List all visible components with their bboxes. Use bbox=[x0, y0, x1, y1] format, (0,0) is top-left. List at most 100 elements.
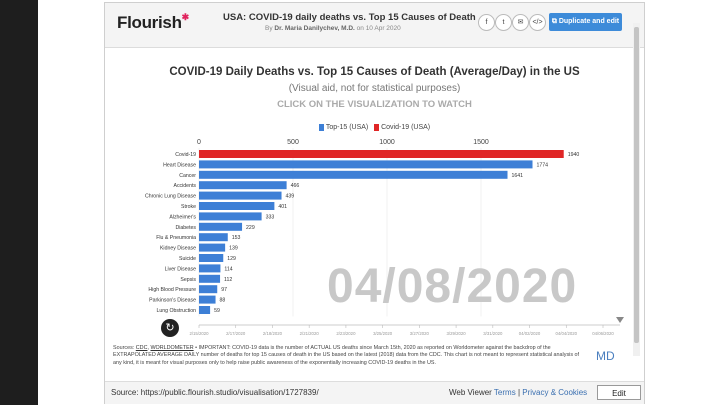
timeline-label: 2/17/2020 bbox=[226, 331, 246, 336]
footer-links: Web Viewer Terms | Privacy & Cookies bbox=[449, 388, 588, 397]
duplicate-and-edit-button[interactable]: ⧉ Duplicate and edit bbox=[549, 13, 622, 31]
legend-item-covid[interactable]: Covid-19 (USA) bbox=[374, 124, 430, 131]
value-label: 1641 bbox=[512, 173, 524, 179]
value-label: 114 bbox=[224, 266, 232, 272]
timeline-label: 04/04/2020 bbox=[556, 331, 578, 336]
category-label: Sepsis bbox=[180, 277, 196, 283]
replay-icon[interactable]: ↻ bbox=[161, 319, 179, 337]
timeline-label: 3/25/2020 bbox=[373, 331, 393, 336]
value-label: 97 bbox=[221, 287, 227, 293]
bar-diabetes bbox=[199, 222, 243, 231]
legend-item-top15[interactable]: Top-15 (USA) bbox=[318, 124, 368, 131]
timeline-handle-icon[interactable] bbox=[616, 317, 624, 323]
x-tick-label: 500 bbox=[287, 139, 299, 146]
x-tick-label: 1500 bbox=[473, 139, 489, 146]
byline: By Dr. Maria Danilychev, M.D. on 10 Apr … bbox=[265, 25, 401, 32]
category-label: Covid-19 bbox=[175, 152, 196, 158]
timeline-label: 04/02/2020 bbox=[519, 331, 541, 336]
category-label: Kidney Disease bbox=[160, 246, 196, 252]
timeline-date: 04/08/2020 bbox=[327, 260, 578, 313]
page-title: USA: COVID-19 daily deaths vs. Top 15 Ca… bbox=[223, 12, 476, 23]
twitter-icon[interactable]: t bbox=[495, 14, 512, 31]
category-label: Diabetes bbox=[176, 225, 197, 231]
category-label: Stroke bbox=[181, 204, 196, 210]
embed-footer: Source: https://public.flourish.studio/v… bbox=[105, 381, 644, 404]
value-label: 139 bbox=[229, 246, 238, 252]
bar-flu-pneumonia bbox=[199, 233, 228, 242]
privacy-link[interactable]: Privacy & Cookies bbox=[522, 388, 588, 397]
bar-suicide bbox=[199, 254, 224, 262]
timeline-label: 2/15/2020 bbox=[189, 331, 209, 336]
value-label: 439 bbox=[286, 194, 295, 200]
bar-high-blood-pressure bbox=[199, 285, 218, 294]
value-label: 1774 bbox=[537, 162, 549, 168]
category-label: Flu & Pneumonia bbox=[156, 235, 196, 241]
category-label: High Blood Pressure bbox=[148, 287, 196, 293]
email-icon[interactable]: ✉ bbox=[512, 14, 529, 31]
category-label: Lung Obstruction bbox=[156, 308, 196, 314]
value-label: 88 bbox=[220, 298, 226, 304]
value-label: 401 bbox=[278, 204, 287, 210]
category-label: Suicide bbox=[179, 256, 196, 262]
category-label: Heart Disease bbox=[163, 162, 196, 168]
timeline-label: 3/27/2020 bbox=[410, 331, 430, 336]
bar-stroke bbox=[199, 202, 275, 210]
value-label: 333 bbox=[266, 214, 275, 220]
bar-liver-disease bbox=[199, 264, 221, 273]
bar-chart[interactable]: 0 500 1000 1500 Covid-19 1940 Heart Disease 177… bbox=[105, 135, 635, 345]
viz-subtitle: (Visual aid, not for statistical purpose… bbox=[288, 83, 461, 94]
legend-swatch-top15 bbox=[318, 124, 324, 131]
value-label: 466 bbox=[291, 183, 300, 189]
terms-link[interactable]: Terms bbox=[493, 388, 516, 397]
bar-accidents bbox=[199, 181, 287, 190]
flourish-logo[interactable]: Flourish✱ bbox=[117, 12, 190, 32]
bar-alzheimer-s bbox=[199, 212, 262, 221]
bar-parkinson-s-disease bbox=[199, 295, 216, 304]
timeline-label: 04/06/2020 bbox=[592, 331, 614, 336]
category-label: Liver Disease bbox=[165, 266, 197, 272]
timeline-label: 3/31/2020 bbox=[483, 331, 503, 336]
legend-swatch-covid bbox=[374, 124, 380, 131]
flourish-embed: Flourish✱ USA: COVID-19 daily deaths vs.… bbox=[104, 2, 645, 404]
sources-note: Sources: CDC, WORLDOMETER • IMPORTANT: C… bbox=[113, 345, 580, 366]
category-label: Accidents bbox=[174, 183, 197, 189]
edit-button[interactable]: Edit bbox=[597, 385, 641, 400]
category-label: Chronic Lung Disease bbox=[145, 194, 196, 200]
click-to-watch-text[interactable]: CLICK ON THE VISUALIZATION TO WATCH bbox=[277, 99, 472, 110]
md-watermark: MD bbox=[596, 349, 615, 363]
source-url[interactable]: Source: https://public.flourish.studio/v… bbox=[111, 388, 319, 397]
bar-kidney-disease bbox=[199, 243, 226, 252]
viz-title: COVID-19 Daily Deaths vs. Top 15 Causes … bbox=[169, 66, 580, 78]
slide-left-bar bbox=[0, 0, 38, 405]
logo-star-icon: ✱ bbox=[181, 12, 190, 22]
timeline-label: 2/23/2020 bbox=[336, 331, 356, 336]
x-tick-label: 1000 bbox=[379, 139, 395, 146]
value-label: 129 bbox=[227, 256, 236, 262]
embed-icon[interactable]: </> bbox=[529, 14, 546, 31]
worldometer-link[interactable]: WORLDOMETER bbox=[150, 345, 194, 351]
x-tick-label: 0 bbox=[197, 139, 201, 146]
value-label: 112 bbox=[224, 277, 232, 283]
category-label: Parkinson's Disease bbox=[149, 298, 196, 304]
value-label: 1940 bbox=[568, 152, 580, 158]
author-link[interactable]: Dr. Maria Danilychev, M.D. bbox=[274, 25, 355, 32]
bar-cancer bbox=[199, 170, 508, 179]
bar-heart-disease bbox=[199, 160, 533, 169]
category-label: Alzheimer's bbox=[169, 214, 196, 220]
cdc-link[interactable]: CDC bbox=[135, 345, 148, 351]
value-label: 59 bbox=[214, 308, 220, 314]
bar-chronic-lung-disease bbox=[199, 191, 282, 200]
value-label: 153 bbox=[232, 235, 241, 241]
bar-sepsis bbox=[199, 274, 221, 283]
scrollbar-thumb[interactable] bbox=[634, 27, 639, 343]
value-label: 229 bbox=[246, 225, 255, 231]
facebook-icon[interactable]: f bbox=[478, 14, 495, 31]
bar-covid-19 bbox=[199, 150, 564, 158]
chart-legend: Top-15 (USA) Covid-19 (USA) bbox=[105, 124, 644, 131]
category-label: Cancer bbox=[179, 173, 196, 179]
timeline-label: 2/21/2020 bbox=[300, 331, 320, 336]
embed-header: Flourish✱ USA: COVID-19 daily deaths vs.… bbox=[105, 3, 644, 48]
bar-lung-obstruction bbox=[199, 306, 211, 314]
timeline-label: 2/18/2020 bbox=[263, 331, 283, 336]
timeline-label: 3/29/2020 bbox=[447, 331, 467, 336]
